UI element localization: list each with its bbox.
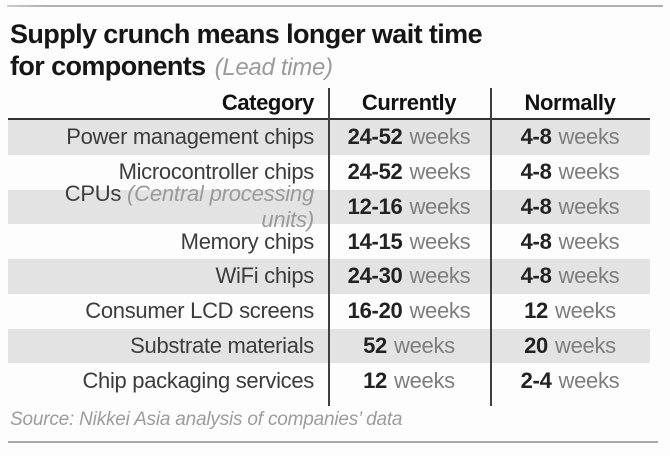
lead-time-unit: weeks [409,124,471,150]
category-label: Power management chips [66,124,314,150]
page-title-line2-text: for components [10,51,206,81]
table-row: Consumer LCD screens 16-20 weeks 12 weeks [8,294,650,329]
lead-time-value: 12 [363,367,387,393]
lead-time-value: 4-8 [520,159,552,185]
category-cell: Consumer LCD screens [8,298,328,324]
table-row: Microcontroller chips 24-52 weeks 4-8 week… [8,155,650,190]
currently-cell: 24-52 weeks [328,159,490,185]
category-cell: CPUs (Central processing units) [8,181,328,233]
lead-time-unit: weeks [409,263,471,289]
lead-time-value: 2-4 [520,367,552,393]
category-label: Memory chips [180,228,315,254]
currently-cell: 12-16 weeks [328,194,490,220]
bottom-rule [8,441,658,443]
category-cell: Chip packaging services [8,368,328,394]
currently-cell: 16-20 weeks [328,298,490,324]
lead-time-unit: weeks [394,367,455,393]
top-rule [7,5,663,7]
header-normally: Normally [524,90,616,115]
category-cell: Power management chips [8,124,328,150]
category-label: Microcontroller chips [118,159,315,185]
header-currently: Currently [361,90,457,115]
lead-time-unit: weeks [558,228,620,254]
lead-time-unit: weeks [558,193,620,219]
normally-cell: 4-8 weeks [490,229,650,255]
lead-time-unit: weeks [409,298,471,324]
normally-cell: 4-8 weeks [490,124,650,150]
category-note: (Central processing units) [127,180,314,232]
lead-time-unit: weeks [555,298,616,324]
lead-time-unit: weeks [409,159,471,185]
currently-cell: 14-15 weeks [328,229,490,255]
category-cell: Microcontroller chips [8,159,328,185]
lead-time-unit: weeks [558,159,620,185]
normally-cell: 20 weeks [490,333,650,359]
source-credit: Source: Nikkei Asia analysis of companie… [10,409,403,430]
currently-cell: 12 weeks [328,368,490,394]
lead-time-unit: weeks [555,332,616,358]
header-category: Category [221,90,315,115]
lead-time-value: 12-16 [347,193,403,219]
category-cell: Memory chips [8,229,328,255]
lead-time-value: 24-30 [347,263,403,289]
column-divider-2 [490,88,492,406]
lead-time-table: Category Currently Normally Power manage… [8,88,650,406]
lead-time-value: 20 [524,332,548,358]
lead-time-value: 4-8 [520,228,552,254]
lead-time-value: 24-52 [347,159,403,185]
column-divider-1 [328,88,330,406]
lead-time-value: 52 [363,332,387,358]
lead-time-value: 4-8 [520,263,552,289]
category-cell: Substrate materials [8,333,328,359]
normally-cell: 4-8 weeks [490,263,650,289]
lead-time-value: 24-52 [347,124,403,150]
category-label: Substrate materials [130,332,314,358]
currently-cell: 24-52 weeks [328,124,490,150]
lead-time-unit: weeks [558,124,620,150]
normally-cell: 2-4 weeks [490,368,650,394]
category-label: Chip packaging services [82,367,314,393]
lead-time-value: 12 [524,298,548,324]
lead-time-unit: weeks [409,228,471,254]
table-row: Chip packaging services 12 weeks 2-4 weeks [8,363,650,398]
lead-time-value: 4-8 [520,124,552,150]
lead-time-value: 14-15 [347,228,403,254]
currently-cell: 24-30 weeks [328,263,490,289]
category-label: WiFi chips [215,263,315,289]
category-label: CPUs [64,180,122,206]
page-title-line2: for components (Lead time) [10,50,660,84]
table-row: Memory chips 14-15 weeks 4-8 weeks [8,224,650,259]
category-label: Consumer LCD screens [85,298,314,324]
lead-time-unit: weeks [558,263,620,289]
title-note: (Lead time) [214,54,333,81]
lead-time-value: 4-8 [520,193,552,219]
normally-cell: 4-8 weeks [490,159,650,185]
normally-cell: 4-8 weeks [490,194,650,220]
lead-time-value: 16-20 [347,298,403,324]
normally-cell: 12 weeks [490,298,650,324]
page-title-line1: Supply crunch means longer wait time [10,19,483,49]
lead-time-unit: weeks [409,193,471,219]
category-cell: WiFi chips [8,263,328,289]
currently-cell: 52 weeks [328,333,490,359]
lead-time-unit: weeks [558,367,620,393]
title-block: Supply crunch means longer wait time for… [10,18,660,84]
lead-time-unit: weeks [394,332,455,358]
